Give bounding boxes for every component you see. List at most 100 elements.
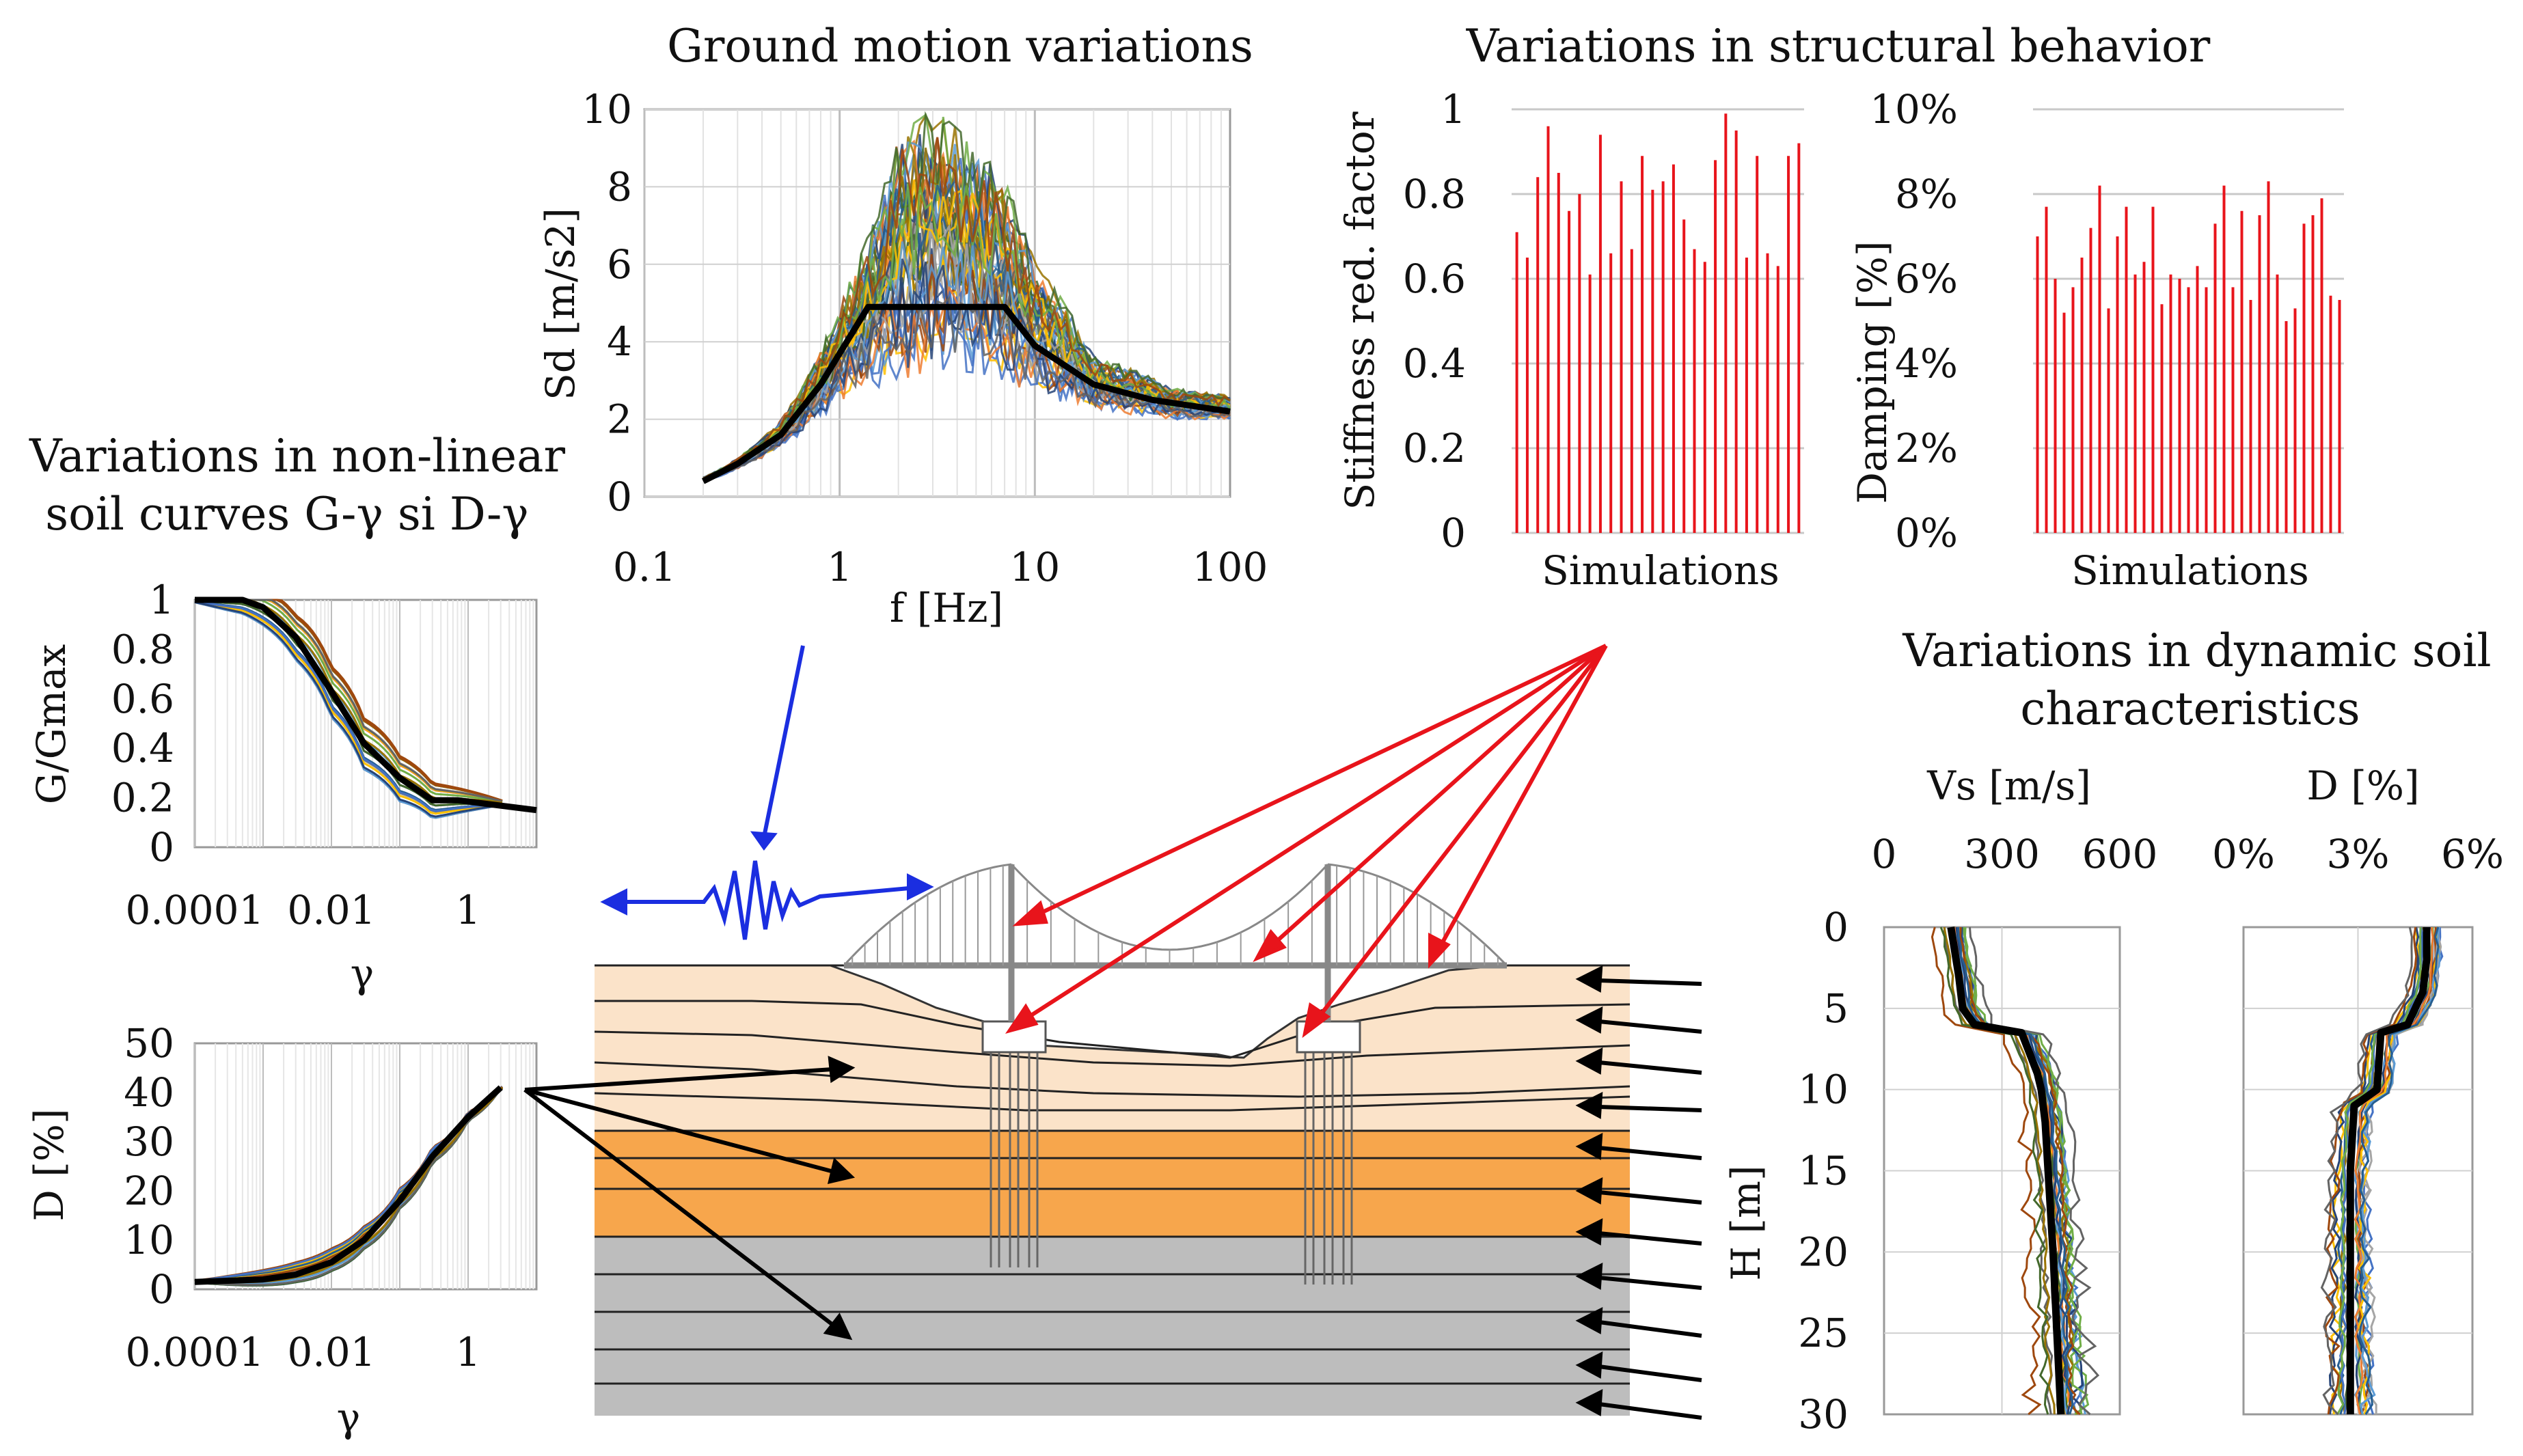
gg-ytick: 0.4 bbox=[111, 725, 174, 771]
soil-input-arrow bbox=[1598, 1231, 1702, 1246]
dc-xtick: 1 bbox=[456, 1329, 481, 1375]
gg-ytick: 0.2 bbox=[111, 775, 174, 821]
ground-motion-xtick: 1 bbox=[827, 544, 852, 590]
soil-input-arrow bbox=[1598, 1190, 1702, 1205]
soil-input-arrowhead bbox=[1575, 1262, 1603, 1290]
ground-motion-ytick: 0 bbox=[607, 473, 632, 520]
vs-series-line bbox=[1943, 926, 2054, 1415]
soil-property-arrows bbox=[523, 1056, 856, 1341]
vs-mean-line bbox=[1947, 926, 2065, 1415]
vs-ytick: 0 bbox=[1823, 904, 1849, 950]
soil-input-arrowhead bbox=[1575, 1306, 1603, 1334]
soil-input-arrow bbox=[1598, 978, 1702, 986]
gg-xtick: 0.0001 bbox=[126, 887, 264, 933]
soil-layer-gray bbox=[595, 1237, 1630, 1416]
soil-input-arrowhead bbox=[1575, 1047, 1603, 1075]
vs-ytick: 20 bbox=[1798, 1228, 1849, 1275]
dp-series-line bbox=[2354, 926, 2434, 1415]
soil-profile-arrows bbox=[1575, 965, 1702, 1420]
structural-behavior-arrows bbox=[1005, 644, 1608, 1039]
vs-ytick: 10 bbox=[1798, 1067, 1849, 1113]
dm-ytick: 10% bbox=[1870, 86, 1958, 133]
soil-input-arrowhead bbox=[1575, 1006, 1603, 1034]
gg-series-line bbox=[194, 601, 503, 818]
title-soil-curves-line1: Variations in non-linear bbox=[29, 430, 565, 482]
soil-input-arrowhead bbox=[1575, 1177, 1603, 1205]
vs-series-line bbox=[1959, 926, 2081, 1416]
vs-profile-xlabel: Vs [m/s] bbox=[1926, 763, 2091, 809]
vs-series-line bbox=[1963, 926, 2089, 1415]
ground-motion-ylabel: Sd [m/s2] bbox=[537, 208, 584, 400]
ground-motion-chart: 0 2 4 6 8 10 0.1 1 10 100 f [Hz] Sd [m/s2] bbox=[537, 86, 1268, 631]
vs-xtick: 0 bbox=[1872, 831, 1897, 877]
dm-ytick: 2% bbox=[1895, 425, 1958, 471]
st-ytick: 0.4 bbox=[1403, 340, 1466, 387]
vs-ytick: 5 bbox=[1823, 985, 1849, 1032]
ground-motion-ytick: 8 bbox=[607, 163, 632, 210]
vs-series-line bbox=[1939, 926, 2049, 1415]
d-profile-chart: 0% 3% 6% D [%] bbox=[2212, 763, 2504, 1416]
d-profile-xlabel: D [%] bbox=[2306, 763, 2419, 809]
ground-motion-ytick: 6 bbox=[607, 241, 632, 288]
st-ytick: 0 bbox=[1441, 510, 1466, 556]
dm-ytick: 6% bbox=[1895, 256, 1958, 302]
bridge-soil-diagram bbox=[523, 644, 1702, 1420]
stiffness-xlabel: Simulations bbox=[1542, 547, 1779, 594]
dp-mean-line bbox=[2346, 927, 2431, 1414]
gg-xtick: 0.01 bbox=[287, 887, 375, 933]
dm-ytick: 4% bbox=[1895, 340, 1958, 387]
dp-xtick: 6% bbox=[2441, 831, 2504, 877]
dc-ytick: 20 bbox=[124, 1168, 174, 1214]
dm-ytick: 8% bbox=[1895, 171, 1958, 217]
title-soil-curves-line2: soil curves G-γ si D-γ bbox=[45, 488, 529, 540]
dc-ytick: 10 bbox=[124, 1217, 174, 1263]
damping-xlabel: Simulations bbox=[2071, 547, 2309, 594]
dc-ytick: 0 bbox=[149, 1266, 174, 1313]
soil-input-arrow bbox=[1598, 1364, 1702, 1382]
soil-input-arrow bbox=[1598, 1276, 1702, 1290]
soil-input-arrow bbox=[1598, 1105, 1702, 1112]
vs-ytick: 15 bbox=[1798, 1148, 1849, 1194]
ground-motion-xlabel: f [Hz] bbox=[890, 585, 1003, 631]
suspension-cables bbox=[843, 863, 1508, 967]
dp-series-line bbox=[2320, 926, 2413, 1416]
pile-group-left bbox=[990, 1052, 1039, 1267]
dp-xtick: 3% bbox=[2326, 831, 2389, 877]
st-ytick: 0.8 bbox=[1403, 171, 1466, 217]
dc-series-line bbox=[194, 1087, 504, 1286]
gg-ytick: 0.8 bbox=[111, 626, 174, 672]
vs-profile-chart: 0 300 600 0 5 10 15 20 25 30 Vs [m/s] H [m] bbox=[1723, 763, 2157, 1438]
gg-mean-line bbox=[195, 596, 537, 814]
gg-ytick: 0.6 bbox=[111, 676, 174, 722]
st-ytick: 1 bbox=[1441, 86, 1466, 133]
vs-xtick: 300 bbox=[1964, 831, 2040, 877]
soil-input-arrowhead bbox=[1575, 1351, 1603, 1379]
soil-input-arrow bbox=[1598, 1146, 1702, 1160]
title-dynamic-soil-line2: characteristics bbox=[2020, 683, 2360, 735]
vs-series-line bbox=[1969, 926, 2100, 1416]
st-ytick: 0.6 bbox=[1403, 256, 1466, 302]
vs-ytick: 25 bbox=[1798, 1310, 1849, 1356]
damping-ylabel: Damping [%] bbox=[1849, 241, 1896, 504]
soil-input-arrowhead bbox=[1575, 1388, 1603, 1416]
title-ground-motion: Ground motion variations bbox=[667, 20, 1253, 72]
gg-ytick: 1 bbox=[149, 577, 174, 623]
soil-input-arrow bbox=[1598, 1060, 1702, 1075]
gg-series-line bbox=[194, 600, 503, 812]
soil-input-arrowhead bbox=[1575, 1091, 1603, 1119]
damping-chart: 0% 2% 4% 6% 8% 10% Simulations Damping [%] bbox=[1849, 86, 2344, 594]
g-gmax-ylabel: G/Gmax bbox=[28, 644, 74, 805]
title-structural-behavior: Variations in structural behavior bbox=[1466, 20, 2211, 72]
g-gmax-chart: 00.20.40.60.81 0.0001 0.01 1 γ G/Gmax bbox=[28, 577, 538, 997]
stiffness-ylabel: Stiffness red. factor bbox=[1337, 111, 1383, 510]
vs-series-line bbox=[1956, 926, 2074, 1415]
dp-series-line bbox=[2336, 926, 2422, 1415]
stiffness-chart: 0 0.2 0.4 0.6 0.8 1 Simulations Stiffness red… bbox=[1337, 86, 1804, 594]
ground-motion-xtick: 100 bbox=[1192, 544, 1268, 590]
pile-group-right bbox=[1304, 1052, 1353, 1285]
title-dynamic-soil-line1: Variations in dynamic soil bbox=[1902, 624, 2491, 677]
design-spectrum-line bbox=[701, 303, 1231, 484]
dc-ytick: 50 bbox=[124, 1020, 174, 1067]
